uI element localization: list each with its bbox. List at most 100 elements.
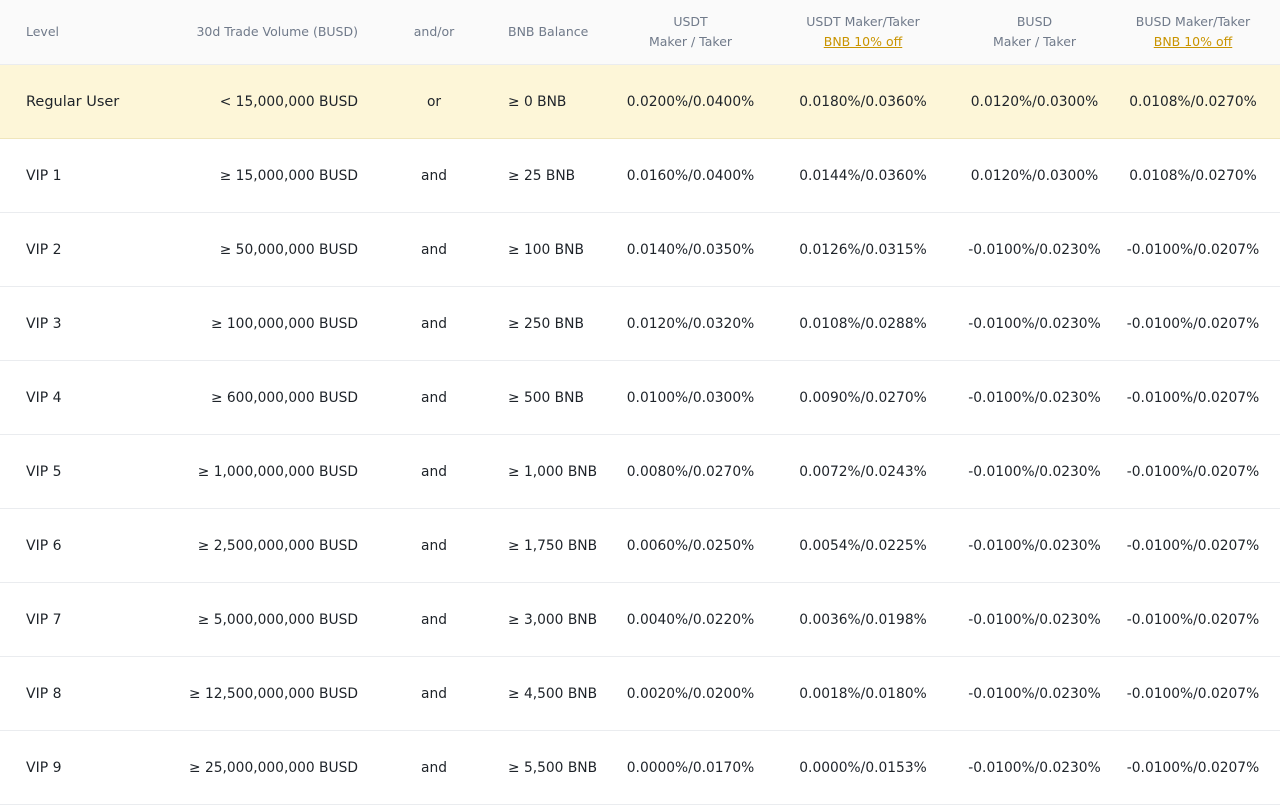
cell-volume-text: ≥ 5,000,000,000 BUSD bbox=[197, 611, 358, 628]
header-andor-label: and/or bbox=[413, 24, 455, 39]
cell-busd-bnb-fee-text: -0.0100%/0.0207% bbox=[1126, 315, 1260, 332]
cell-busd-bnb-fee-text: 0.0108%/0.0270% bbox=[1129, 167, 1257, 184]
cell-usdt-bnb-fee-text: 0.0090%/0.0270% bbox=[799, 389, 927, 406]
cell-volume-text: ≥ 100,000,000 BUSD bbox=[210, 315, 358, 332]
cell-busd-fee: -0.0100%/0.0230% bbox=[963, 686, 1106, 702]
cell-usdt-fee: 0.0140%/0.0350% bbox=[618, 242, 763, 258]
cell-volume: ≥ 5,000,000,000 BUSD bbox=[160, 612, 360, 628]
cell-busd-fee-text: -0.0100%/0.0230% bbox=[968, 389, 1101, 406]
cell-bnb-balance: ≥ 1,000 BNB bbox=[508, 464, 618, 480]
cell-bnb-balance-text: ≥ 5,500 BNB bbox=[508, 759, 598, 776]
cell-usdt-fee: 0.0060%/0.0250% bbox=[618, 538, 763, 554]
table-row: VIP 8 ≥ 12,500,000,000 BUSD and ≥ 4,500 BNB… bbox=[0, 657, 1280, 731]
cell-busd-bnb-fee: 0.0108%/0.0270% bbox=[1106, 94, 1280, 110]
cell-busd-bnb-fee: -0.0100%/0.0207% bbox=[1106, 538, 1280, 554]
usdt-bnb-discount-link[interactable]: BNB 10% off bbox=[823, 34, 903, 49]
cell-usdt-bnb-fee: 0.0018%/0.0180% bbox=[763, 686, 963, 702]
cell-andor: and bbox=[360, 242, 508, 258]
cell-usdt-fee: 0.0120%/0.0320% bbox=[618, 316, 763, 332]
cell-volume-text: ≥ 600,000,000 BUSD bbox=[210, 389, 358, 406]
cell-level-text: VIP 8 bbox=[26, 685, 62, 702]
header-usdt-bnb: USDT Maker/Taker BNB 10% off bbox=[763, 12, 963, 52]
cell-usdt-bnb-fee-text: 0.0000%/0.0153% bbox=[799, 759, 927, 776]
cell-busd-fee: -0.0100%/0.0230% bbox=[963, 538, 1106, 554]
cell-usdt-bnb-fee-text: 0.0036%/0.0198% bbox=[799, 611, 927, 628]
cell-level: VIP 7 bbox=[0, 612, 160, 628]
header-level-label: Level bbox=[26, 24, 59, 39]
header-busd: BUSD Maker / Taker bbox=[963, 12, 1106, 52]
cell-andor-text: and bbox=[421, 537, 447, 554]
cell-usdt-fee: 0.0020%/0.0200% bbox=[618, 686, 763, 702]
cell-busd-fee: -0.0100%/0.0230% bbox=[963, 464, 1106, 480]
cell-volume: ≥ 25,000,000,000 BUSD bbox=[160, 760, 360, 776]
cell-busd-bnb-fee-text: -0.0100%/0.0207% bbox=[1126, 611, 1260, 628]
cell-level: Regular User bbox=[0, 94, 160, 110]
cell-busd-fee-text: -0.0100%/0.0230% bbox=[968, 241, 1101, 258]
cell-andor-text: and bbox=[421, 315, 447, 332]
cell-andor-text: and bbox=[421, 685, 447, 702]
cell-andor: and bbox=[360, 390, 508, 406]
table-header: Level 30d Trade Volume (BUSD) and/or BNB… bbox=[0, 0, 1280, 65]
cell-bnb-balance-text: ≥ 3,000 BNB bbox=[508, 611, 598, 628]
header-usdt-line2: Maker / Taker bbox=[648, 34, 733, 49]
cell-volume-text: ≥ 25,000,000,000 BUSD bbox=[189, 759, 358, 776]
cell-busd-fee-text: 0.0120%/0.0300% bbox=[970, 167, 1099, 184]
cell-andor-text: and bbox=[421, 463, 447, 480]
table-body: Regular User < 15,000,000 BUSD or ≥ 0 BNB 0.… bbox=[0, 65, 1280, 805]
cell-usdt-bnb-fee: 0.0054%/0.0225% bbox=[763, 538, 963, 554]
cell-bnb-balance-text: ≥ 250 BNB bbox=[508, 315, 584, 332]
cell-usdt-bnb-fee-text: 0.0018%/0.0180% bbox=[799, 685, 927, 702]
cell-busd-bnb-fee: -0.0100%/0.0207% bbox=[1106, 390, 1280, 406]
cell-busd-fee-text: -0.0100%/0.0230% bbox=[968, 759, 1101, 776]
cell-usdt-fee: 0.0160%/0.0400% bbox=[618, 168, 763, 184]
header-volume: 30d Trade Volume (BUSD) bbox=[160, 22, 360, 42]
cell-andor: and bbox=[360, 316, 508, 332]
cell-bnb-balance: ≥ 500 BNB bbox=[508, 390, 618, 406]
cell-busd-fee-text: 0.0120%/0.0300% bbox=[970, 93, 1099, 110]
cell-andor: and bbox=[360, 612, 508, 628]
cell-busd-fee: -0.0100%/0.0230% bbox=[963, 316, 1106, 332]
cell-andor: and bbox=[360, 538, 508, 554]
cell-level-text: VIP 4 bbox=[26, 389, 62, 406]
cell-usdt-bnb-fee-text: 0.0108%/0.0288% bbox=[799, 315, 927, 332]
cell-andor: and bbox=[360, 168, 508, 184]
cell-usdt-fee-text: 0.0120%/0.0320% bbox=[626, 315, 755, 332]
header-busd-bnb-line1: BUSD Maker/Taker bbox=[1135, 14, 1251, 29]
header-volume-label: 30d Trade Volume (BUSD) bbox=[196, 24, 358, 39]
cell-andor-text: and bbox=[421, 389, 447, 406]
cell-bnb-balance-text: ≥ 25 BNB bbox=[508, 167, 576, 184]
cell-usdt-bnb-fee: 0.0126%/0.0315% bbox=[763, 242, 963, 258]
cell-usdt-fee-text: 0.0020%/0.0200% bbox=[626, 685, 755, 702]
cell-level-text: VIP 3 bbox=[26, 315, 62, 332]
table-row: VIP 3 ≥ 100,000,000 BUSD and ≥ 250 BNB 0.012… bbox=[0, 287, 1280, 361]
cell-usdt-bnb-fee: 0.0000%/0.0153% bbox=[763, 760, 963, 776]
header-bnb-balance-label: BNB Balance bbox=[508, 24, 589, 39]
header-usdt-bnb-line1: USDT Maker/Taker bbox=[806, 14, 920, 29]
cell-bnb-balance-text: ≥ 1,750 BNB bbox=[508, 537, 598, 554]
cell-bnb-balance: ≥ 4,500 BNB bbox=[508, 686, 618, 702]
cell-busd-fee: -0.0100%/0.0230% bbox=[963, 760, 1106, 776]
cell-usdt-bnb-fee: 0.0180%/0.0360% bbox=[763, 94, 963, 110]
cell-andor: and bbox=[360, 686, 508, 702]
cell-bnb-balance: ≥ 250 BNB bbox=[508, 316, 618, 332]
cell-level-text: VIP 1 bbox=[26, 167, 62, 184]
busd-bnb-discount-link[interactable]: BNB 10% off bbox=[1153, 34, 1233, 49]
cell-busd-fee-text: -0.0100%/0.0230% bbox=[968, 315, 1101, 332]
cell-andor: or bbox=[360, 94, 508, 110]
cell-busd-bnb-fee-text: -0.0100%/0.0207% bbox=[1126, 241, 1260, 258]
cell-bnb-balance-text: ≥ 100 BNB bbox=[508, 241, 584, 258]
cell-level: VIP 3 bbox=[0, 316, 160, 332]
cell-busd-bnb-fee: -0.0100%/0.0207% bbox=[1106, 316, 1280, 332]
header-busd-bnb: BUSD Maker/Taker BNB 10% off bbox=[1106, 12, 1280, 52]
cell-volume: ≥ 15,000,000 BUSD bbox=[160, 168, 360, 184]
cell-bnb-balance: ≥ 3,000 BNB bbox=[508, 612, 618, 628]
cell-busd-bnb-fee-text: -0.0100%/0.0207% bbox=[1126, 389, 1260, 406]
cell-usdt-bnb-fee-text: 0.0072%/0.0243% bbox=[799, 463, 927, 480]
cell-bnb-balance: ≥ 0 BNB bbox=[508, 94, 618, 110]
cell-level: VIP 9 bbox=[0, 760, 160, 776]
cell-volume-text: ≥ 2,500,000,000 BUSD bbox=[197, 537, 358, 554]
cell-usdt-bnb-fee-text: 0.0126%/0.0315% bbox=[799, 241, 927, 258]
cell-busd-fee: -0.0100%/0.0230% bbox=[963, 390, 1106, 406]
cell-usdt-fee: 0.0040%/0.0220% bbox=[618, 612, 763, 628]
